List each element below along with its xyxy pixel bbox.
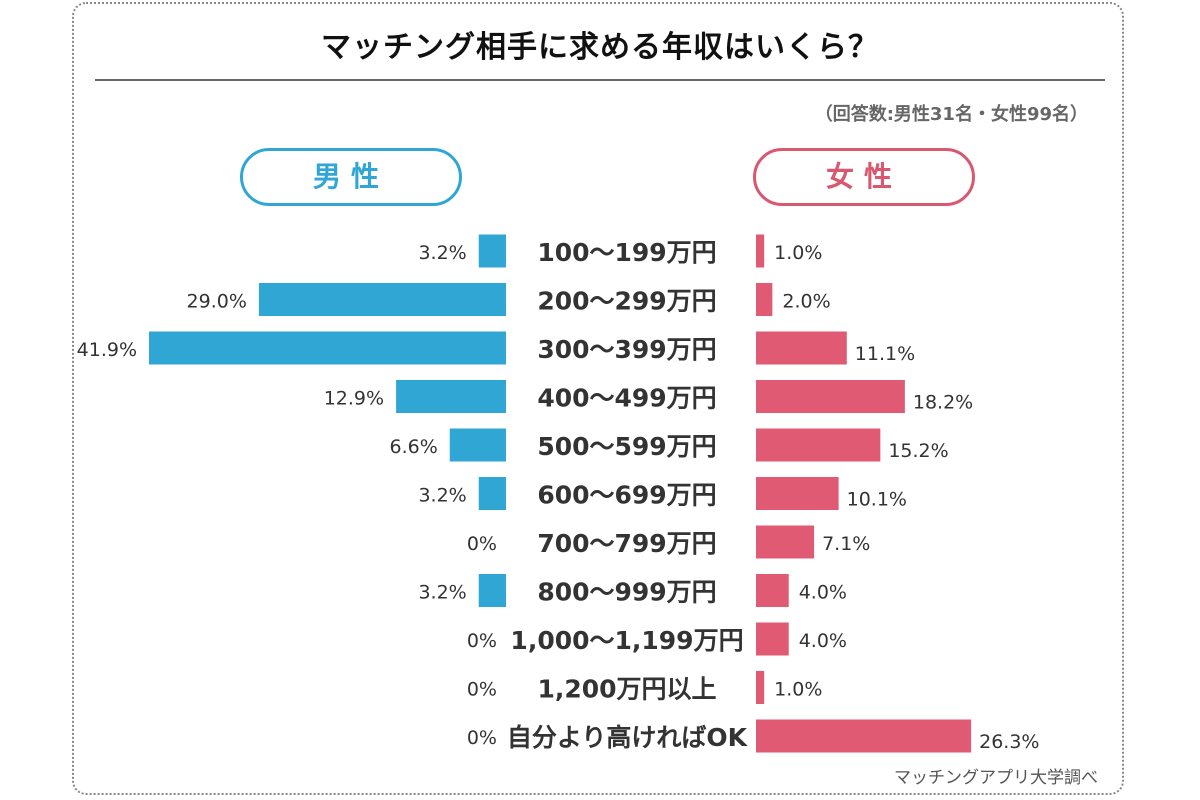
female-bar <box>756 477 839 510</box>
female-bar <box>756 719 972 753</box>
female-bar <box>756 283 773 316</box>
male-value-label: 3.2% <box>418 485 466 507</box>
male-value-label: 0% <box>467 679 497 701</box>
male-bar <box>449 428 506 462</box>
female-value-label: 10.1% <box>847 489 907 511</box>
source-note: マッチングアプリ大学調べ <box>894 768 1098 788</box>
male-bar <box>478 477 506 510</box>
female-bar <box>756 574 789 607</box>
category-label: 300〜399万円 <box>537 335 716 364</box>
male-bar <box>258 283 506 316</box>
male-value-label: 29.0% <box>187 291 247 313</box>
female-bar <box>756 428 881 462</box>
female-value-label: 4.0% <box>799 630 847 652</box>
female-bar <box>756 331 847 365</box>
female-value-label: 7.1% <box>822 533 870 555</box>
category-label: 600〜699万円 <box>537 481 716 510</box>
female-bar <box>756 234 765 268</box>
category-label: 自分より高ければOK <box>507 723 749 752</box>
legend-female: 女性 <box>753 148 975 206</box>
male-bar <box>396 380 506 413</box>
female-value-label: 2.0% <box>782 291 830 313</box>
female-bar <box>756 671 765 704</box>
category-label: 700〜799万円 <box>537 529 716 558</box>
respondent-count: （回答数:男性31名・女性99名） <box>814 104 1088 125</box>
category-label: 500〜599万円 <box>537 432 716 461</box>
legend-male: 男性 <box>240 148 462 206</box>
female-value-label: 26.3% <box>979 731 1039 753</box>
male-value-label: 3.2% <box>418 242 466 264</box>
female-value-label: 15.2% <box>888 440 948 462</box>
male-bar <box>478 574 506 607</box>
male-value-label: 0% <box>467 533 497 555</box>
category-label: 1,000〜1,199万円 <box>510 626 743 655</box>
title-divider <box>95 79 1105 81</box>
category-label: 200〜299万円 <box>537 287 716 316</box>
female-value-label: 1.0% <box>774 679 822 701</box>
male-value-label: 12.9% <box>324 388 384 410</box>
chart-title: マッチング相手に求める年収はいくら？ <box>321 30 879 65</box>
female-value-label: 1.0% <box>774 242 822 264</box>
female-value-label: 18.2% <box>913 392 973 414</box>
female-value-label: 4.0% <box>799 582 847 604</box>
female-bar <box>756 380 905 413</box>
male-value-label: 0% <box>467 630 497 652</box>
male-value-label: 6.6% <box>389 436 437 458</box>
category-label: 100〜199万円 <box>537 238 716 267</box>
male-value-label: 41.9% <box>77 339 137 361</box>
female-bar <box>756 525 815 559</box>
category-label: 400〜499万円 <box>537 384 716 413</box>
female-bar <box>756 622 789 656</box>
male-bar <box>149 331 506 365</box>
male-value-label: 3.2% <box>418 582 466 604</box>
category-label: 1,200万円以上 <box>537 675 716 704</box>
female-value-label: 11.1% <box>855 343 915 365</box>
chart-frame <box>72 2 1124 795</box>
male-value-label: 0% <box>467 727 497 749</box>
male-bar <box>478 234 506 268</box>
category-label: 800〜999万円 <box>537 578 716 607</box>
